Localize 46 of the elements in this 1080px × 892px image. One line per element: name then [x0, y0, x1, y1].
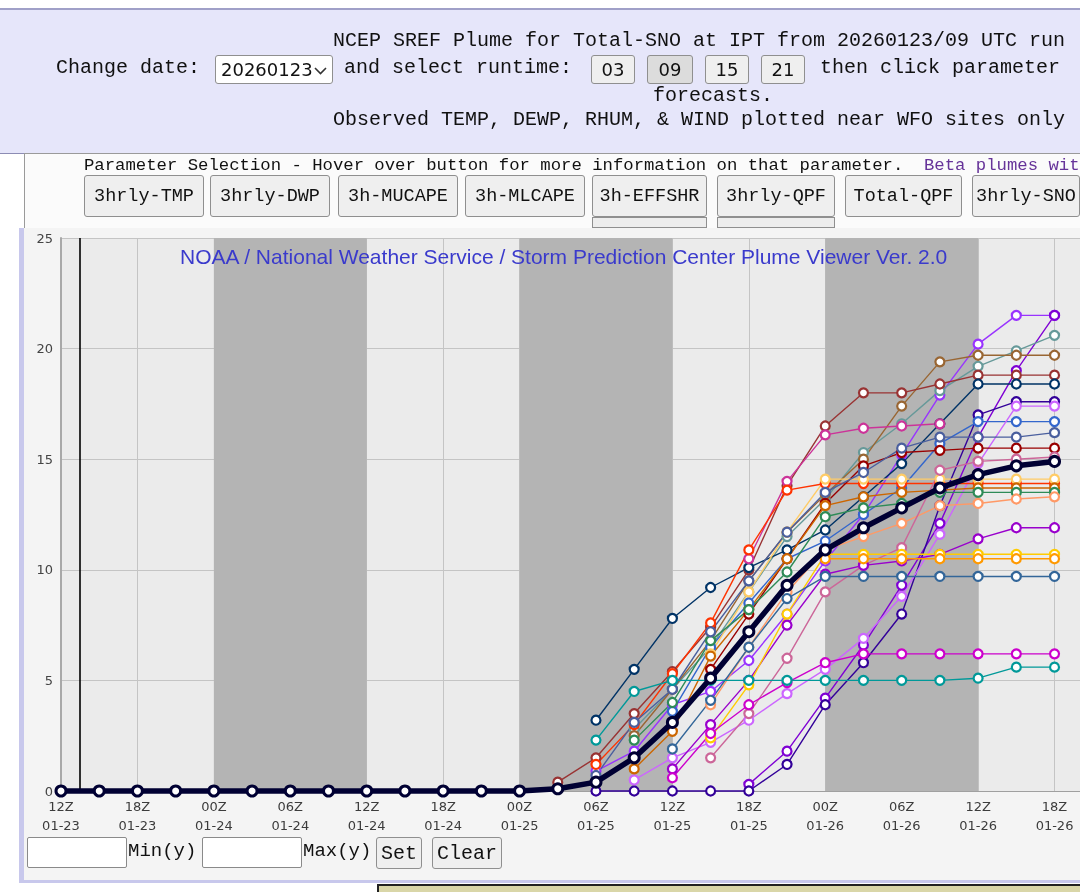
text: then click parameter — [820, 56, 1061, 79]
x-tick-label: 06Z 01-26 — [882, 799, 921, 833]
x-tick-label: 12Z 01-23 — [42, 799, 80, 833]
y-tick-label: 15 — [36, 451, 53, 467]
chart-title: NOAA / National Weather Service / Storm Prediction Center Plume Viewer Ver. 2.0 — [180, 245, 948, 268]
text: Observed TEMP, DEWP, RHUM, & WIND plotted near WFO sites only — [333, 108, 1066, 131]
y-tick-label: 0 — [44, 783, 53, 799]
parameter-button: 3hrly-QPF — [717, 175, 835, 217]
parameter-button: 3h-MUCAPE — [338, 175, 458, 217]
x-tick-label: 00Z 01-25 — [500, 799, 539, 833]
text: Parameter Selection - Hover over button for more information on that parameter. — [84, 155, 904, 177]
y-tick-label: 20 — [36, 341, 53, 357]
x-tick-label: 12Z 01-25 — [653, 799, 692, 833]
parameter-button: 3hrly-SNO — [972, 175, 1080, 217]
text: Change date: — [56, 56, 201, 79]
date-select: 20260123 — [215, 55, 333, 84]
x-tick-label: 18Z 01-26 — [1035, 799, 1074, 833]
parameter-button: 3hrly-TMP — [84, 175, 204, 217]
x-tick-label: 06Z 01-25 — [577, 799, 615, 833]
x-tick-label: 12Z 01-24 — [347, 799, 386, 833]
runtime-button: 15 — [705, 55, 749, 84]
runtime-button: 03 — [591, 55, 635, 84]
text: Max(y) — [303, 840, 372, 862]
text: forecasts. — [653, 84, 774, 107]
text: Beta plumes wit — [924, 155, 1080, 177]
x-tick-label: 18Z 01-25 — [729, 799, 768, 833]
text: and select runtime: — [344, 56, 573, 79]
runtime-button: 21 — [761, 55, 805, 84]
text: NCEP SREF Plume for Total-SNO at IPT from 20260123/09 UTC run — [333, 29, 1066, 52]
x-tick-label: 00Z 01-24 — [194, 799, 233, 833]
x-tick-label: 18Z 01-23 — [118, 799, 157, 833]
parameter-button: 3h-EFFSHR — [592, 175, 707, 217]
text: Min(y) — [128, 840, 197, 862]
parameter-button: 3hrly-DWP — [210, 175, 330, 217]
runtime-button: 09 — [647, 55, 693, 84]
parameter-button: 3h-MLCAPE — [465, 175, 585, 217]
y-tick-label: 10 — [36, 562, 53, 578]
y-tick-label: 5 — [44, 672, 53, 688]
x-tick-label: 06Z 01-24 — [271, 799, 310, 833]
action-button: Set — [376, 837, 422, 869]
x-tick-label: 12Z 01-26 — [959, 799, 997, 833]
action-button: Clear — [432, 837, 502, 869]
parameter-button: Total-QPF — [845, 175, 962, 217]
x-tick-label: 00Z 01-26 — [806, 799, 845, 833]
x-tick-label: 18Z 01-24 — [424, 799, 463, 833]
y-tick-label: 25 — [36, 230, 53, 246]
